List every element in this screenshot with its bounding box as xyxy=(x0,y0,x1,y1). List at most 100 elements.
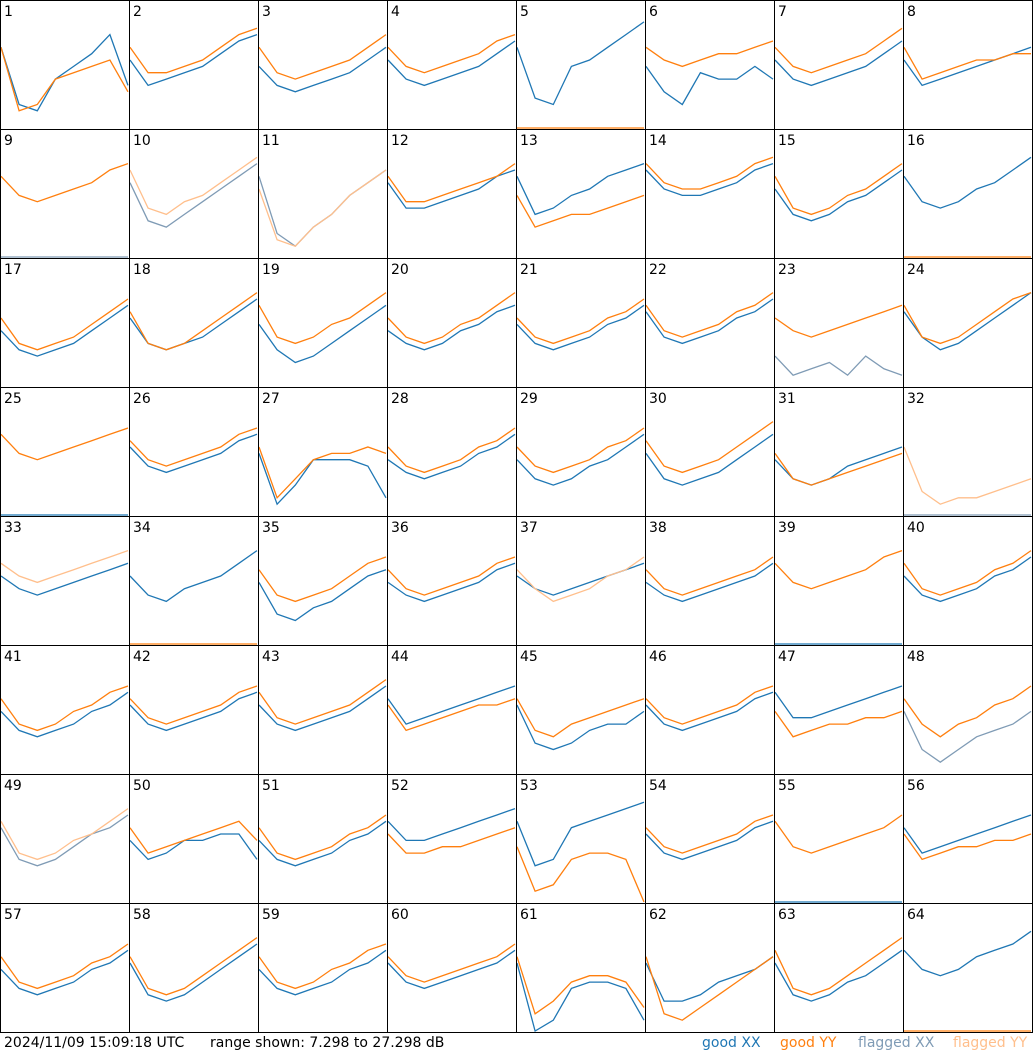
spectrum-yy xyxy=(258,556,387,603)
spectrum-xx xyxy=(258,304,387,364)
panel-frame xyxy=(129,0,259,130)
panel-label: 31 xyxy=(778,391,796,407)
panel-label: 7 xyxy=(778,4,787,20)
panel-label: 50 xyxy=(133,778,151,794)
spectrum-yy xyxy=(774,549,903,590)
panel-label: 63 xyxy=(778,907,796,923)
spectrum-xx xyxy=(516,704,645,751)
spectrum-yy xyxy=(903,685,1032,738)
spectrum-xx xyxy=(0,33,129,112)
spectrum-xx xyxy=(516,162,645,216)
panel-label: 51 xyxy=(262,778,280,794)
panel-label: 41 xyxy=(4,649,22,665)
panel-label: 37 xyxy=(520,520,538,536)
spectrum-xx xyxy=(774,685,903,719)
spectrum-yy xyxy=(0,685,129,732)
panel-label: 22 xyxy=(649,262,667,278)
spectrum-yy xyxy=(129,292,258,351)
spectrum-yy xyxy=(258,169,387,247)
panel-label: 11 xyxy=(262,133,280,149)
panel-label: 57 xyxy=(4,907,22,923)
spectrum-yy xyxy=(387,827,516,854)
panel-label: 23 xyxy=(778,262,796,278)
spectrum-yy xyxy=(129,685,258,725)
spectrum-yy xyxy=(387,943,516,983)
panel-label: 39 xyxy=(778,520,796,536)
legend-entry: good XX xyxy=(702,1035,761,1051)
spectrum-xx xyxy=(387,949,516,990)
spectrum-xx xyxy=(516,801,645,867)
spectrum-yy xyxy=(129,820,258,854)
panel-label: 46 xyxy=(649,649,667,665)
spectrum-xx xyxy=(258,820,387,867)
panel-label: 53 xyxy=(520,778,538,794)
spectrum-yy xyxy=(645,814,774,854)
panel-label: 47 xyxy=(778,649,796,665)
panel-label: 49 xyxy=(4,778,22,794)
spectrum-yy xyxy=(774,27,903,74)
spectrum-xx xyxy=(387,807,516,842)
spectrum-xx xyxy=(645,162,774,197)
spectrum-yy xyxy=(129,427,258,467)
spectrum-xx xyxy=(645,956,774,1002)
spectrum-yy xyxy=(387,556,516,596)
panel-frame xyxy=(774,0,904,130)
spectrum-xx xyxy=(0,949,129,996)
spectrum-yy xyxy=(516,194,645,228)
panel-label: 21 xyxy=(520,262,538,278)
panel-label: 60 xyxy=(391,907,409,923)
spectrum-yy xyxy=(0,427,129,461)
panel-label: 6 xyxy=(649,4,658,20)
panel-label: 54 xyxy=(649,778,667,794)
spectrum-xx xyxy=(774,949,903,1002)
panel-label: 59 xyxy=(262,907,280,923)
spectrum-yy xyxy=(258,679,387,725)
panel-label: 29 xyxy=(520,391,538,407)
spectrum-xx xyxy=(645,691,774,732)
spectrum-yy xyxy=(258,943,387,990)
spectrum-yy xyxy=(774,814,903,854)
spectrum-xx xyxy=(774,40,903,87)
panel-label: 34 xyxy=(133,520,151,536)
panel-label: 26 xyxy=(133,391,151,407)
panel-label: 5 xyxy=(520,4,529,20)
panel-label: 40 xyxy=(907,520,925,536)
spectrum-xx xyxy=(387,40,516,87)
panel-label: 2 xyxy=(133,4,142,20)
panel-label: 43 xyxy=(262,649,280,665)
panel-label: 3 xyxy=(262,4,271,20)
panel-label: 32 xyxy=(907,391,925,407)
spectrum-xx xyxy=(129,163,258,228)
panel-frame xyxy=(0,129,130,259)
spectrum-xx xyxy=(903,556,1032,603)
panel-label: 27 xyxy=(262,391,280,407)
panel-label: 9 xyxy=(4,133,13,149)
panel-label: 18 xyxy=(133,262,151,278)
spectrum-yy xyxy=(645,40,774,68)
spectrum-yy xyxy=(645,156,774,190)
spectrum-xx xyxy=(516,433,645,486)
legend-entry: good YY xyxy=(780,1035,837,1051)
spectrum-yy xyxy=(0,549,129,584)
panel-label: 1 xyxy=(4,4,13,20)
spectrum-yy xyxy=(0,943,129,990)
spectrum-yy xyxy=(0,298,129,351)
spectrum-xx xyxy=(0,562,129,596)
spectrum-xx xyxy=(387,433,516,480)
panel-label: 19 xyxy=(262,262,280,278)
spectrum-xx xyxy=(129,33,258,87)
legend-entry: flagged YY xyxy=(953,1035,1028,1051)
spectrum-xx xyxy=(387,562,516,603)
spectrum-yy xyxy=(387,33,516,74)
spectrum-yy xyxy=(129,27,258,74)
spectrum-xx xyxy=(645,65,774,106)
spectrum-xx xyxy=(258,949,387,996)
spectrum-yy xyxy=(387,163,516,203)
spectrum-yy xyxy=(387,292,516,345)
panel-label: 48 xyxy=(907,649,925,665)
spectrum-yy xyxy=(0,808,129,861)
spectrum-yy xyxy=(516,846,645,903)
spectrum-yy xyxy=(258,446,387,500)
spectrum-yy xyxy=(903,833,1032,861)
panel-frame xyxy=(516,0,646,130)
